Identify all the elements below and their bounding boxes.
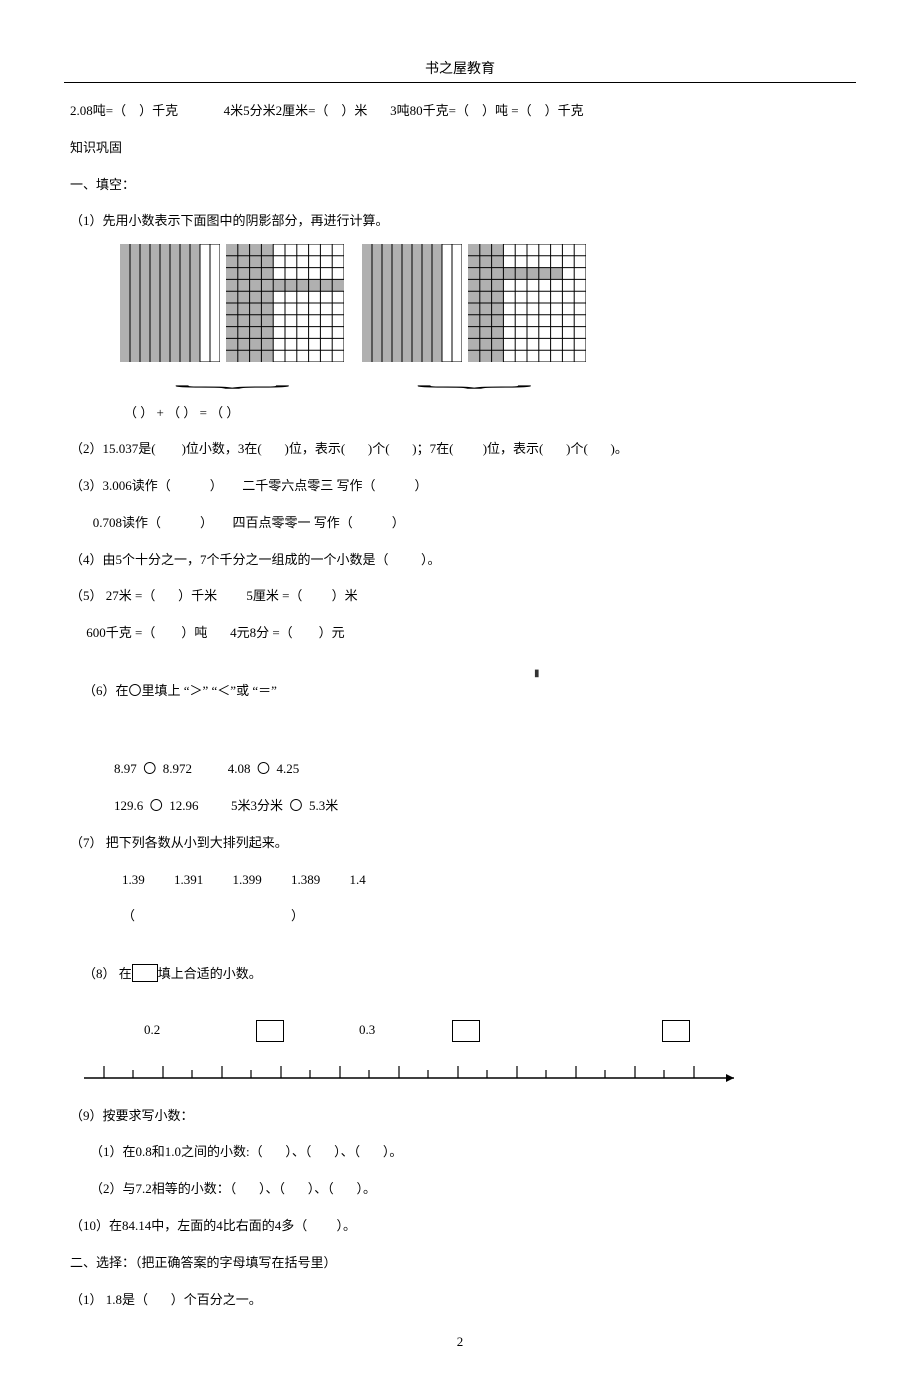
- numline-box-1: [256, 1020, 284, 1042]
- s2q1: （1） 1.8是（ ）个百分之一。: [64, 1290, 856, 1311]
- q1-text: （1）先用小数表示下面图中的阴影部分，再进行计算。: [64, 211, 856, 232]
- equation-line: （ ） + （ ） = （ ）: [64, 402, 856, 421]
- page: 书之屋教育 2.08吨=（ ）千克 4米5分米2厘米=（ ）米 3吨80千克=（…: [0, 0, 920, 1380]
- header-rule: [64, 82, 856, 83]
- q7a: （7） 把下列各数从小到大排列起来。: [64, 833, 856, 854]
- cursor-icon: ▮: [534, 666, 540, 682]
- hundredths-grid-a: [226, 244, 344, 362]
- numline-label-02: 0.2: [144, 1022, 160, 1038]
- figure-row: ⏟: [64, 244, 856, 388]
- q6b: 8.97 〇 8.972 4.08 〇 4.25: [64, 759, 856, 780]
- section2-heading: 二、选择：（把正确答案的字母填写在括号里）: [64, 1253, 856, 1274]
- numline-box-3: [662, 1020, 690, 1042]
- q4: （4）由5个十分之一，7个千分之一组成的一个小数是（ ）。: [64, 550, 856, 571]
- inline-box-icon: [132, 964, 158, 982]
- q5a: （5） 27米 =（ ）千米 5厘米 =（ ）米: [64, 586, 856, 607]
- numline-box-2: [452, 1020, 480, 1042]
- q8a: （8） 在 填上合适的小数。: [64, 943, 856, 1005]
- q9b: （1）在0.8和1.0之间的小数:（ ）、（ ）、（ ）。: [64, 1142, 856, 1163]
- q3a: （3）3.006读作（ ） 二千零六点零三 写作（ ）: [64, 476, 856, 497]
- conversion-row: 2.08吨=（ ）千克 4米5分米2厘米=（ ）米 3吨80千克=（ ）吨 =（…: [64, 101, 856, 122]
- q2: （2）15.037是( )位小数，3在( )位，表示( )个( )；7在( )位…: [64, 439, 856, 460]
- tenths-grid-b: [362, 244, 462, 362]
- brace-b: ⏟: [415, 378, 533, 385]
- q8a-pre: （8） 在: [83, 966, 132, 981]
- q7b: 1.39 1.391 1.399 1.389 1.4: [64, 870, 856, 891]
- hundredths-grid-b: [468, 244, 586, 362]
- q9a: （9）按要求写小数：: [64, 1106, 856, 1127]
- q8a-post: 填上合适的小数。: [158, 966, 262, 981]
- brace-a: ⏟: [173, 378, 291, 385]
- q9c: （2）与7.2相等的小数：（ ）、（ ）、（ ）。: [64, 1179, 856, 1200]
- q5b: 600千克 =（ ）吨 4元8分 =（ ）元: [64, 623, 856, 644]
- q3b: 0.708读作（ ） 四百点零零一 写作（ ）: [64, 513, 856, 534]
- q6a-text: （6）在〇里填上 “＞” “＜”或 “＝”: [83, 683, 277, 698]
- section-heading: 知识巩固: [64, 138, 856, 159]
- q6c: 129.6 〇 12.96 5米3分米 〇 5.3米: [64, 796, 856, 817]
- header-title: 书之屋教育: [64, 58, 856, 82]
- fill-blank-heading: 一、填空：: [64, 175, 856, 196]
- page-number: 2: [64, 1334, 856, 1350]
- figure-pair-b: ⏟: [362, 244, 586, 388]
- q6a: （6）在〇里填上 “＞” “＜”或 “＝” ▮: [64, 660, 856, 743]
- number-line: 0.2 0.3: [84, 1022, 816, 1088]
- numline-axis: [84, 1056, 744, 1088]
- figure-pair-a: ⏟: [120, 244, 344, 388]
- q10: （10）在84.14中，左面的4比右面的4多（ ）。: [64, 1216, 856, 1237]
- q7c: （ ）: [64, 906, 856, 927]
- numline-label-03: 0.3: [359, 1022, 375, 1038]
- tenths-grid-a: [120, 244, 220, 362]
